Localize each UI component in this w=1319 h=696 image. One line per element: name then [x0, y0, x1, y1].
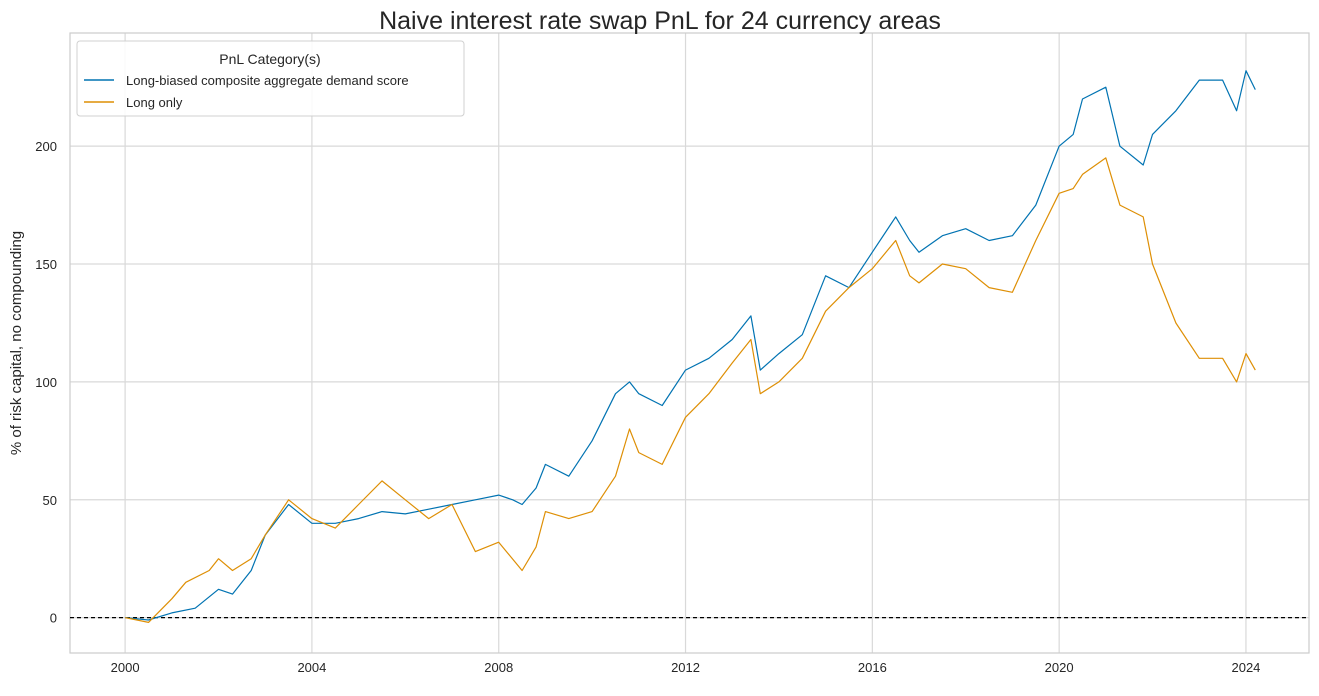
x-tick-label: 2012 — [671, 660, 700, 675]
x-tick-label: 2016 — [858, 660, 887, 675]
x-tick-label: 2008 — [484, 660, 513, 675]
chart-title: Naive interest rate swap PnL for 24 curr… — [379, 7, 941, 35]
series-line-1 — [124, 157, 1256, 624]
x-tick-label: 2004 — [297, 660, 326, 675]
tick-labels: 2000 2004 2008 2012 2016 2020 2024 0 50 100 150 200 — [35, 139, 1260, 675]
legend-title: PnL Category(s) — [219, 51, 320, 67]
y-tick-label: 0 — [50, 611, 57, 626]
x-tick-label: 2000 — [111, 660, 140, 675]
y-tick-label: 150 — [35, 257, 57, 272]
series-line-0 — [125, 70, 1256, 621]
legend-label-0: Long-biased composite aggregate demand s… — [126, 73, 409, 88]
gridlines — [70, 33, 1309, 653]
legend-label-1: Long only — [126, 95, 183, 110]
y-tick-label: 50 — [43, 493, 57, 508]
legend: PnL Category(s) Long-biased composite ag… — [76, 40, 465, 117]
series-lines — [70, 70, 1309, 624]
plot-frame — [69, 32, 1310, 654]
y-axis-label: % of risk capital, no compounding — [8, 231, 25, 455]
y-tick-label: 100 — [35, 375, 57, 390]
x-tick-label: 2024 — [1231, 660, 1260, 675]
y-tick-label: 200 — [35, 139, 57, 154]
x-tick-label: 2020 — [1045, 660, 1074, 675]
